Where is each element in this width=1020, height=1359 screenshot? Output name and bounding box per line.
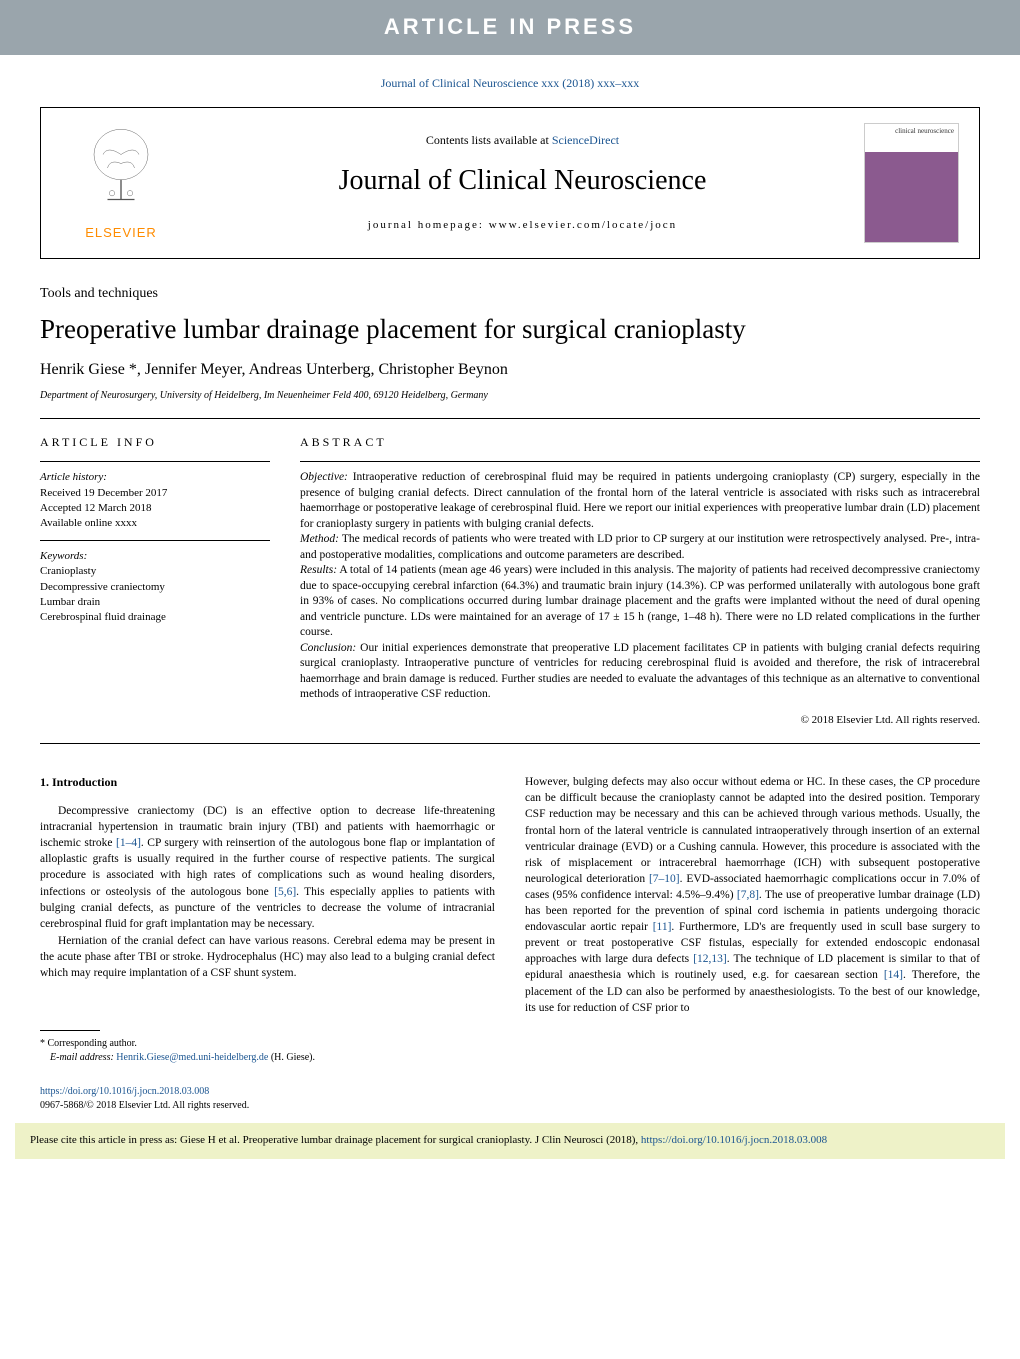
doi-link[interactable]: https://doi.org/10.1016/j.jocn.2018.03.0… (40, 1086, 209, 1097)
keyword: Lumbar drain (40, 595, 270, 610)
abstract-header: ABSTRACT (300, 434, 980, 451)
article-info-column: ARTICLE INFO Article history: Received 1… (40, 434, 270, 728)
results-text: A total of 14 patients (mean age 46 year… (300, 564, 980, 638)
intro-right-column: However, bulging defects may also occur … (525, 774, 980, 1065)
received-date: Received 19 December 2017 (40, 486, 270, 501)
intro-left-column: 1. Introduction Decompressive craniectom… (40, 774, 495, 1065)
publisher-name: ELSEVIER (61, 224, 181, 242)
issn-copyright: 0967-5868/© 2018 Elsevier Ltd. All right… (40, 1100, 249, 1111)
keyword: Cranioplasty (40, 564, 270, 579)
intro-paragraph: However, bulging defects may also occur … (525, 774, 980, 1015)
citation-line: Journal of Clinical Neuroscience xxx (20… (0, 55, 1020, 107)
journal-header: ELSEVIER Contents lists available at Sci… (40, 107, 980, 259)
abstract-copyright: © 2018 Elsevier Ltd. All rights reserved… (300, 713, 980, 728)
citation-link[interactable]: Journal of Clinical Neuroscience xxx (20… (381, 76, 640, 90)
divider (40, 743, 980, 744)
reference-link[interactable]: [11] (653, 921, 672, 933)
corresponding-author: * Corresponding author. E-mail address: … (40, 1037, 495, 1065)
keyword: Cerebrospinal fluid drainage (40, 610, 270, 625)
abstract-column: ABSTRACT Objective: Intraoperative reduc… (300, 434, 980, 728)
objective-label: Objective: (300, 471, 348, 483)
abstract-text: Objective: Intraoperative reduction of c… (300, 470, 980, 703)
contents-prefix: Contents lists available at (426, 133, 552, 147)
email-link[interactable]: Henrik.Giese@med.uni-heidelberg.de (116, 1052, 268, 1063)
affiliation: Department of Neurosurgery, University o… (40, 389, 980, 403)
article-title: Preoperative lumbar drainage placement f… (40, 311, 980, 349)
results-label: Results: (300, 564, 337, 576)
elsevier-logo: ELSEVIER (61, 123, 181, 241)
reference-link[interactable]: [1–4] (116, 837, 141, 849)
cite-box: Please cite this article in press as: Gi… (15, 1123, 1005, 1158)
sciencedirect-link[interactable]: ScienceDirect (552, 133, 619, 147)
header-center: Contents lists available at ScienceDirec… (181, 132, 864, 233)
contents-available: Contents lists available at ScienceDirec… (181, 132, 864, 149)
reference-link[interactable]: [5,6] (274, 886, 296, 898)
article-in-press-banner: ARTICLE IN PRESS (0, 0, 1020, 55)
footer-block: https://doi.org/10.1016/j.jocn.2018.03.0… (40, 1085, 980, 1113)
journal-homepage: journal homepage: www.elsevier.com/locat… (181, 218, 864, 233)
author-list: Henrik Giese *, Jennifer Meyer, Andreas … (40, 359, 980, 381)
reference-link[interactable]: [12,13] (693, 953, 727, 965)
intro-paragraph: Decompressive craniectomy (DC) is an eff… (40, 803, 495, 932)
objective-text: Intraoperative reduction of cerebrospina… (300, 471, 980, 530)
reference-link[interactable]: [7,8] (737, 889, 759, 901)
article-info-abstract: ARTICLE INFO Article history: Received 1… (40, 434, 980, 728)
reference-link[interactable]: [7–10] (649, 873, 680, 885)
elsevier-tree-icon (76, 123, 166, 213)
cover-title: clinical neuroscience (865, 124, 958, 152)
homepage-prefix: journal homepage: (368, 219, 489, 231)
divider (40, 418, 980, 419)
method-label: Method: (300, 533, 339, 545)
accepted-date: Accepted 12 March 2018 (40, 501, 270, 516)
history-label: Article history: (40, 470, 270, 485)
section-label: Tools and techniques (40, 284, 980, 304)
homepage-url: www.elsevier.com/locate/jocn (489, 219, 677, 231)
conclusion-text: Our initial experiences demonstrate that… (300, 642, 980, 701)
intro-heading: 1. Introduction (40, 774, 495, 791)
article-info-header: ARTICLE INFO (40, 434, 270, 451)
available-date: Available online xxxx (40, 516, 270, 531)
reference-link[interactable]: [14] (884, 969, 903, 981)
intro-paragraph: Herniation of the cranial defect can hav… (40, 933, 495, 981)
keyword: Decompressive craniectomy (40, 580, 270, 595)
method-text: The medical records of patients who were… (300, 533, 980, 561)
journal-name: Journal of Clinical Neuroscience (181, 161, 864, 200)
introduction-section: 1. Introduction Decompressive craniectom… (40, 774, 980, 1065)
cite-text: Please cite this article in press as: Gi… (30, 1134, 641, 1146)
journal-cover-thumbnail: clinical neuroscience (864, 123, 959, 243)
cite-doi-link[interactable]: https://doi.org/10.1016/j.jocn.2018.03.0… (641, 1134, 827, 1146)
keywords-label: Keywords: (40, 549, 270, 564)
conclusion-label: Conclusion: (300, 642, 356, 654)
